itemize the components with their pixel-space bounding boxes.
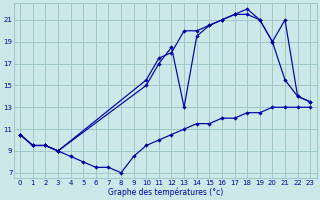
X-axis label: Graphe des températures (°c): Graphe des températures (°c) xyxy=(108,187,223,197)
